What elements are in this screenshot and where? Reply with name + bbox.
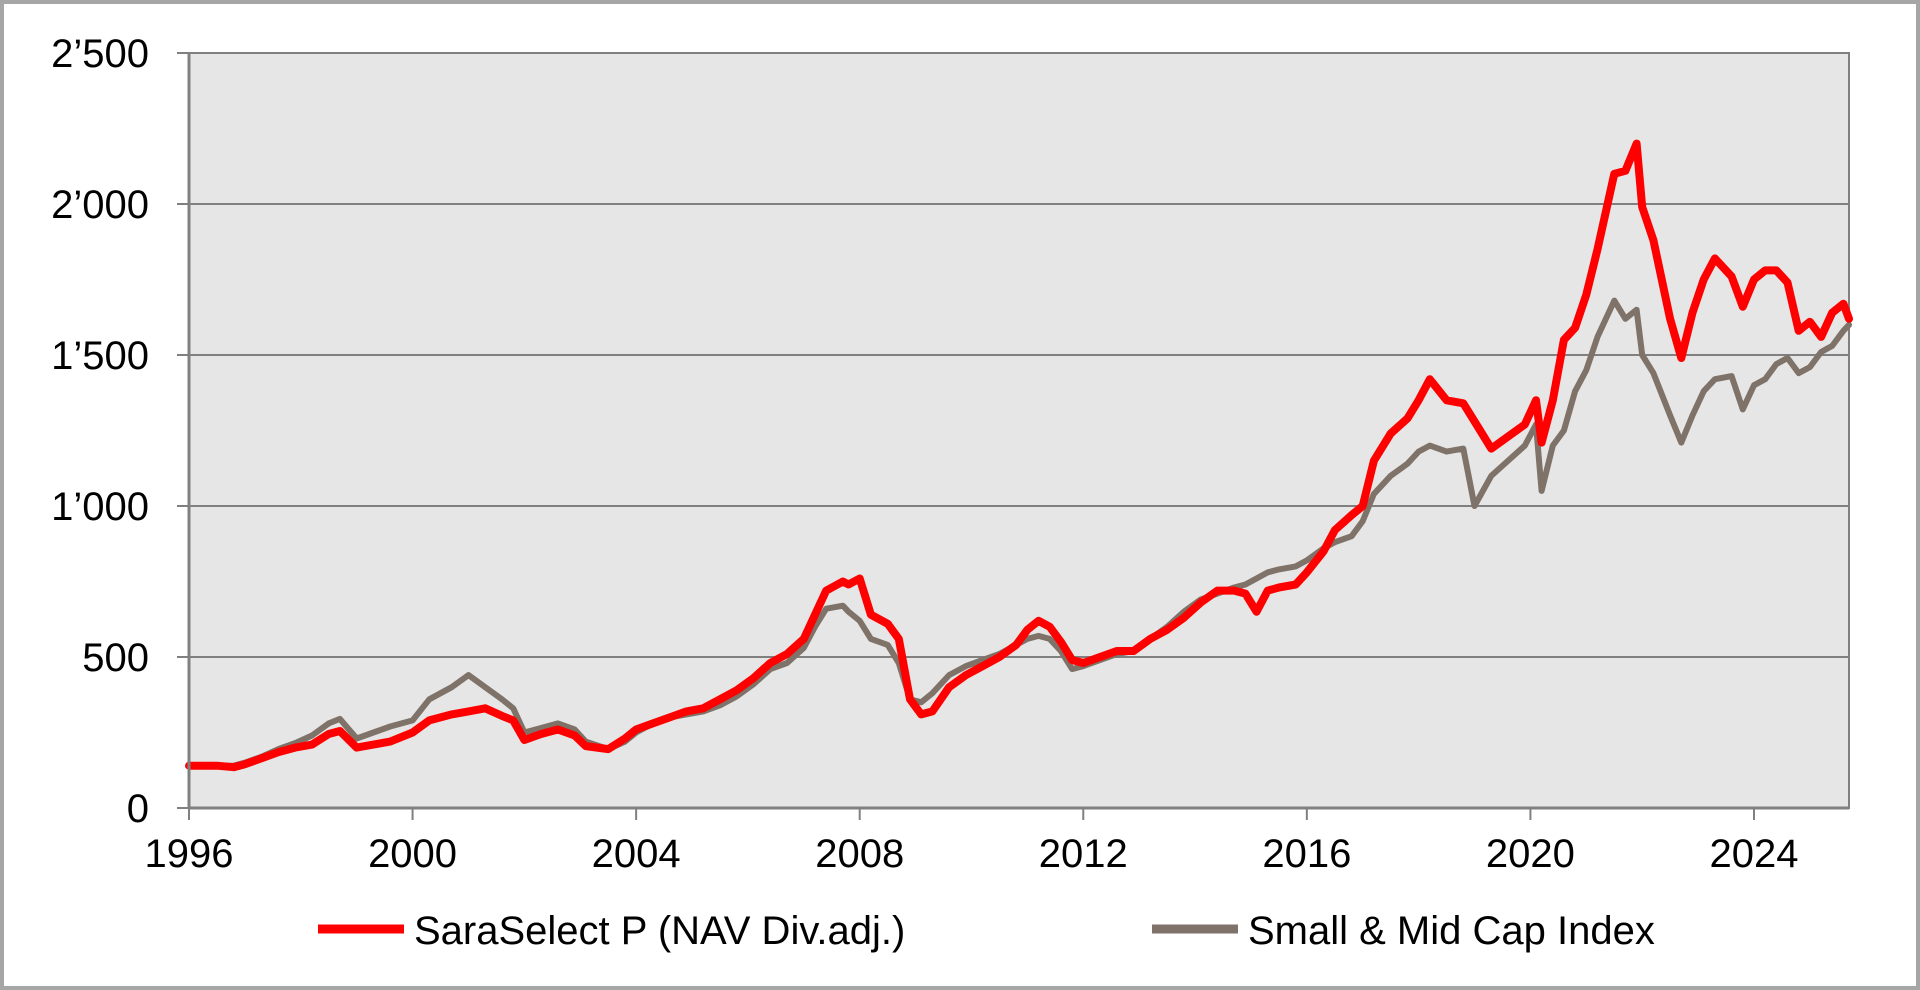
x-tick-label-4: 2012 [1039,832,1128,876]
y-tick-label-2: 1’000 [51,485,149,529]
y-tick-label-3: 1’500 [51,334,149,378]
legend-label-small-mid-cap-index: Small & Mid Cap Index [1248,909,1655,953]
x-tick-label-1: 2000 [368,832,457,876]
series-line-sarasselect [185,139,1853,772]
series-layer [185,139,1853,772]
x-tick-label-7: 2024 [1709,832,1798,876]
y-tick-label-1: 500 [82,636,149,680]
plot-area [188,52,1850,809]
gridlines [189,203,1849,658]
y-tick-label-4: 2’000 [51,183,149,227]
x-tick-label-2: 2004 [592,832,681,876]
x-tick-label-3: 2008 [815,832,904,876]
axes [177,52,1849,820]
y-tick-label-0: 0 [127,787,149,831]
y-axis-tick-labels: 0 500 1’000 1’500 2’000 2’500 [51,32,149,831]
x-tick-label-0: 1996 [145,832,234,876]
legend-label-sarasselect: SaraSelect P (NAV Div.adj.) [414,909,905,953]
x-tick-label-5: 2016 [1262,832,1351,876]
y-tick-label-5: 2’500 [51,32,149,76]
legend: SaraSelect P (NAV Div.adj.) Small & Mid … [318,909,1655,953]
x-tick-label-6: 2020 [1486,832,1575,876]
x-axis-tick-labels: 1996 2000 2004 2008 2012 2016 2020 2024 [145,832,1799,876]
